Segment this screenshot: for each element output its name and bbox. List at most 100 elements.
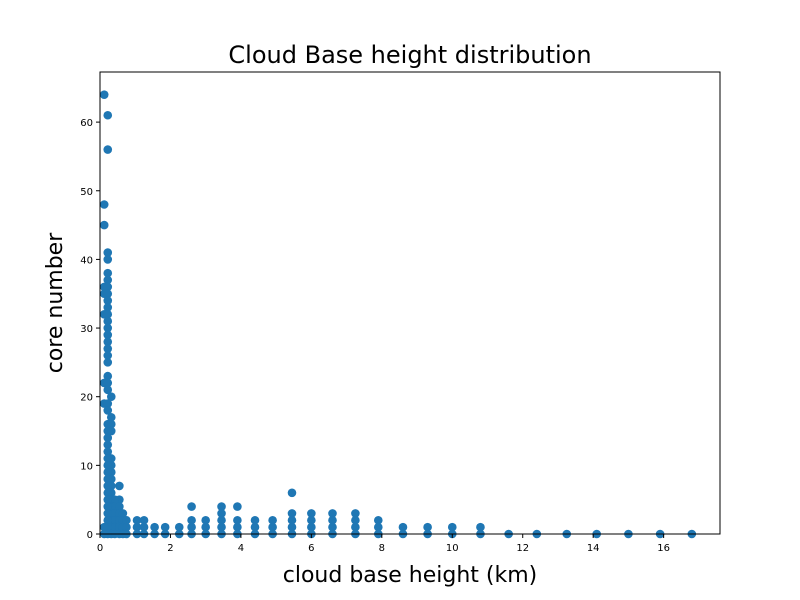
data-point xyxy=(103,289,113,299)
data-point xyxy=(106,419,116,429)
data-point xyxy=(307,522,316,532)
data-point xyxy=(132,522,142,532)
data-point xyxy=(103,433,113,443)
data-point xyxy=(351,522,360,532)
data-point xyxy=(118,509,128,518)
data-point xyxy=(103,481,113,491)
data-point xyxy=(103,495,113,504)
data-point xyxy=(307,509,316,518)
data-point xyxy=(217,509,226,518)
data-point xyxy=(287,515,297,525)
data-point xyxy=(103,316,113,326)
data-point xyxy=(103,515,113,525)
data-point xyxy=(132,515,142,525)
data-point xyxy=(139,515,149,525)
x-axis-ticks: 0 2 4 6 8 10 12 14 16 xyxy=(97,534,670,554)
x-axis-label: cloud base height (km) xyxy=(283,563,537,588)
chart-title: Cloud Base height distribution xyxy=(228,41,591,69)
data-point xyxy=(423,522,432,532)
x-tick-label: 14 xyxy=(587,543,600,554)
data-point xyxy=(103,310,113,319)
y-axis-label: core number xyxy=(43,232,68,373)
data-point xyxy=(122,522,131,532)
data-point xyxy=(103,385,113,395)
data-point xyxy=(476,522,485,532)
data-point xyxy=(328,522,337,532)
data-point xyxy=(103,371,113,381)
y-tick-label: 60 xyxy=(80,118,93,129)
data-point xyxy=(103,351,113,360)
data-point xyxy=(103,275,113,285)
y-tick-label: 0 xyxy=(87,530,93,541)
data-point xyxy=(307,515,316,525)
data-point xyxy=(328,515,337,525)
x-tick-label: 12 xyxy=(516,543,529,554)
data-point xyxy=(115,502,124,511)
data-point xyxy=(103,344,113,353)
data-point xyxy=(103,454,113,463)
data-point xyxy=(103,378,113,388)
data-point xyxy=(106,426,116,436)
x-tick-label: 0 xyxy=(97,543,103,554)
data-point xyxy=(103,509,113,518)
data-point xyxy=(250,515,260,525)
data-point xyxy=(103,488,113,498)
x-tick-label: 10 xyxy=(446,543,459,554)
data-point xyxy=(398,522,408,532)
data-point xyxy=(106,392,116,402)
data-point xyxy=(103,296,113,305)
data-point xyxy=(99,90,109,99)
data-point xyxy=(99,200,109,209)
data-point xyxy=(103,303,113,312)
x-tick-label: 2 xyxy=(167,543,173,554)
data-point xyxy=(115,481,124,491)
y-axis-ticks: 0 10 20 30 40 50 60 xyxy=(80,118,100,541)
data-point xyxy=(99,522,109,532)
data-point xyxy=(103,323,113,333)
data-point xyxy=(328,509,337,518)
y-tick-label: 20 xyxy=(80,393,93,404)
data-point xyxy=(103,461,113,470)
data-point xyxy=(103,282,113,292)
data-point xyxy=(103,255,113,264)
y-tick-label: 50 xyxy=(80,187,93,198)
data-point xyxy=(106,412,116,422)
data-point xyxy=(103,399,113,408)
data-point xyxy=(122,515,131,525)
y-tick-label: 10 xyxy=(80,461,93,472)
data-point xyxy=(217,522,226,532)
data-point xyxy=(217,515,226,525)
data-point xyxy=(351,509,360,518)
data-point xyxy=(201,515,210,525)
data-point xyxy=(201,522,210,532)
data-point xyxy=(103,502,113,511)
data-point xyxy=(233,502,242,511)
data-point xyxy=(103,330,113,340)
data-point xyxy=(187,522,196,532)
data-point xyxy=(287,509,297,518)
data-point xyxy=(233,515,242,525)
data-point xyxy=(268,515,277,525)
data-point xyxy=(103,440,113,450)
data-point xyxy=(103,145,113,154)
x-tick-label: 6 xyxy=(308,543,314,554)
data-point xyxy=(103,110,113,120)
data-point xyxy=(187,515,196,525)
data-point xyxy=(268,522,277,532)
y-tick-label: 40 xyxy=(80,255,93,266)
data-point xyxy=(373,515,383,525)
data-point xyxy=(103,406,113,415)
data-point xyxy=(103,467,113,477)
data-point xyxy=(103,358,113,367)
data-point xyxy=(150,522,159,532)
data-point xyxy=(351,515,360,525)
x-tick-label: 4 xyxy=(238,543,244,554)
data-point xyxy=(103,447,113,456)
data-point xyxy=(103,268,113,278)
data-point xyxy=(233,522,242,532)
data-point xyxy=(187,502,196,511)
x-tick-label: 8 xyxy=(379,543,385,554)
data-point xyxy=(103,248,113,257)
